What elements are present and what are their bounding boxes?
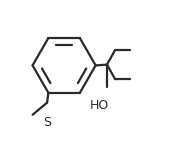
Text: S: S — [43, 116, 51, 129]
Text: HO: HO — [90, 98, 109, 112]
